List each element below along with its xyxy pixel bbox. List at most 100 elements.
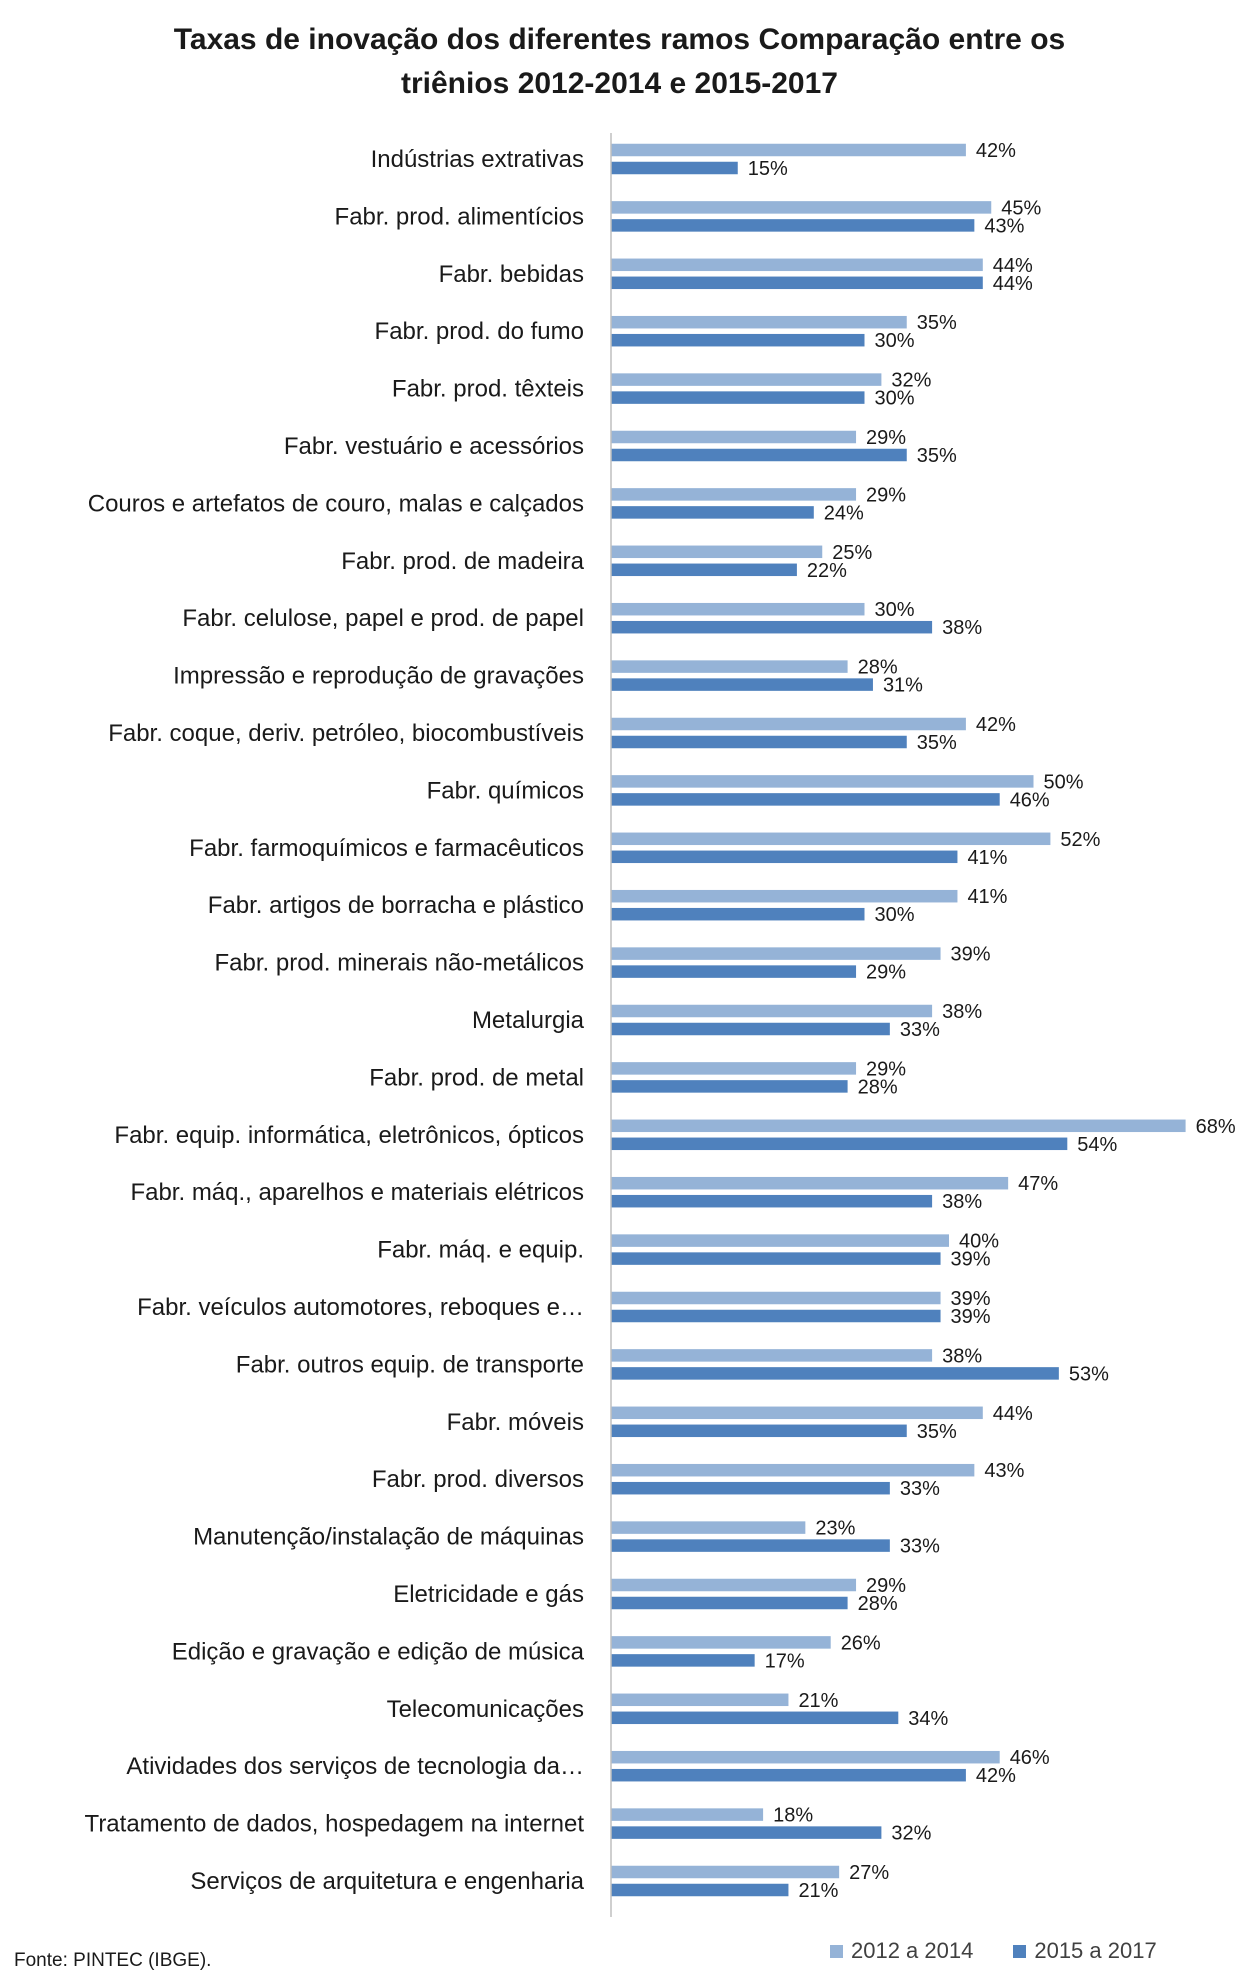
category-label: Edição e gravação e edição de música bbox=[172, 1638, 585, 1665]
data-label: 35% bbox=[917, 312, 957, 334]
legend-label-series-1: 2012 a 2014 bbox=[851, 1938, 974, 1963]
data-label: 33% bbox=[900, 1478, 940, 1500]
bar-2012-2014 bbox=[611, 1234, 949, 1247]
bar-2012-2014 bbox=[611, 775, 1034, 788]
category-label: Fabr. celulose, papel e prod. de papel bbox=[182, 605, 584, 632]
data-label: 38% bbox=[942, 1345, 982, 1367]
bar-2012-2014 bbox=[611, 832, 1051, 846]
data-label: 29% bbox=[866, 1575, 906, 1597]
data-label: 29% bbox=[866, 484, 906, 506]
bar-2015-2017 bbox=[611, 1883, 789, 1897]
bar-2012-2014 bbox=[611, 1750, 1000, 1764]
data-label: 23% bbox=[815, 1518, 855, 1540]
category-label: Impressão e reprodução de gravações bbox=[173, 663, 584, 690]
bar-2012-2014 bbox=[611, 947, 941, 960]
data-label: 29% bbox=[866, 427, 906, 449]
category-label: Eletricidade e gás bbox=[393, 1581, 584, 1608]
data-label: 28% bbox=[858, 1076, 898, 1098]
bar-2015-2017 bbox=[611, 793, 1000, 806]
legend-label-series-2: 2015 a 2017 bbox=[1034, 1938, 1157, 1963]
bar-2015-2017 bbox=[611, 563, 797, 577]
bar-2012-2014 bbox=[611, 1865, 840, 1879]
bar-2015-2017 bbox=[611, 1768, 966, 1782]
data-label: 50% bbox=[1044, 771, 1084, 793]
bar-2012-2014 bbox=[611, 373, 882, 386]
data-label: 35% bbox=[917, 1421, 957, 1443]
bar-2012-2014 bbox=[611, 143, 966, 157]
data-label: 41% bbox=[967, 886, 1007, 908]
bar-2015-2017 bbox=[611, 448, 907, 462]
bar-2012-2014 bbox=[611, 889, 958, 903]
bar-2012-2014 bbox=[611, 1578, 857, 1592]
data-label: 30% bbox=[875, 388, 915, 410]
bar-2012-2014 bbox=[611, 1693, 789, 1707]
legend-item-series-2: 2015 a 2017 bbox=[1013, 1938, 1157, 1964]
category-label: Atividades dos serviços de tecnologia da… bbox=[126, 1753, 584, 1780]
bar-2015-2017 bbox=[611, 1826, 882, 1839]
bar-2015-2017 bbox=[611, 1711, 899, 1725]
bar-2012-2014 bbox=[611, 1349, 933, 1362]
category-label: Fabr. máq. e equip. bbox=[377, 1237, 584, 1264]
category-label: Fabr. prod. de metal bbox=[369, 1064, 584, 1091]
category-label: Fabr. coque, deriv. petróleo, biocombust… bbox=[108, 720, 584, 747]
category-label: Fabr. equip. informática, eletrônicos, ó… bbox=[114, 1122, 584, 1149]
bar-2015-2017 bbox=[611, 161, 738, 175]
legend-swatch-series-2 bbox=[1013, 1944, 1027, 1958]
category-label: Couros e artefatos de couro, malas e cal… bbox=[88, 490, 584, 517]
bar-2015-2017 bbox=[611, 219, 975, 232]
category-label: Fabr. prod. do fumo bbox=[375, 318, 584, 345]
bar-2012-2014 bbox=[611, 315, 907, 329]
category-label: Fabr. prod. diversos bbox=[372, 1466, 584, 1493]
data-label: 42% bbox=[976, 714, 1016, 736]
data-label: 38% bbox=[942, 1191, 982, 1213]
data-label: 30% bbox=[875, 904, 915, 926]
bar-2012-2014 bbox=[611, 1176, 1009, 1190]
legend: 2012 a 2014 2015 a 2017 bbox=[830, 1938, 1157, 1964]
data-label: 39% bbox=[951, 1288, 991, 1310]
category-label: Manutenção/instalação de máquinas bbox=[193, 1524, 584, 1551]
bar-2012-2014 bbox=[611, 1119, 1186, 1133]
bar-2012-2014 bbox=[611, 1291, 941, 1305]
data-label: 29% bbox=[866, 1058, 906, 1080]
category-label: Fabr. artigos de borracha e plástico bbox=[208, 892, 584, 919]
data-label: 17% bbox=[765, 1650, 805, 1672]
bar-2015-2017 bbox=[611, 391, 865, 404]
bar-2012-2014 bbox=[611, 660, 848, 673]
bar-2015-2017 bbox=[611, 1654, 755, 1667]
category-label: Fabr. prod. têxteis bbox=[392, 376, 584, 403]
bar-2012-2014 bbox=[611, 717, 966, 731]
data-label: 43% bbox=[984, 1460, 1024, 1482]
data-label: 38% bbox=[942, 617, 982, 639]
data-label: 24% bbox=[824, 502, 864, 524]
category-label: Fabr. outros equip. de transporte bbox=[236, 1351, 584, 1378]
data-label: 42% bbox=[976, 1765, 1016, 1787]
data-label: 45% bbox=[1001, 197, 1041, 219]
bar-2012-2014 bbox=[611, 1004, 933, 1018]
legend-item-series-1: 2012 a 2014 bbox=[830, 1938, 973, 1964]
bars bbox=[611, 143, 1186, 1897]
bar-2012-2014 bbox=[611, 1808, 764, 1821]
data-label: 44% bbox=[993, 273, 1033, 295]
legend-swatch-series-1 bbox=[830, 1944, 843, 1958]
category-label: Fabr. vestuário e acessórios bbox=[284, 433, 584, 460]
data-label: 44% bbox=[993, 1403, 1033, 1425]
data-label: 29% bbox=[866, 962, 906, 984]
data-label: 38% bbox=[942, 1001, 982, 1023]
chart-title-line-1: Taxas de inovação dos diferentes ramos C… bbox=[173, 23, 1066, 56]
data-label: 25% bbox=[832, 542, 872, 564]
bar-2015-2017 bbox=[611, 907, 865, 921]
category-label: Fabr. móveis bbox=[447, 1409, 584, 1436]
bar-2012-2014 bbox=[611, 201, 992, 214]
data-label: 26% bbox=[841, 1632, 881, 1654]
category-label: Fabr. bebidas bbox=[439, 261, 584, 288]
data-label: 39% bbox=[951, 1249, 991, 1271]
data-label: 39% bbox=[951, 944, 991, 966]
category-label: Fabr. químicos bbox=[427, 777, 584, 804]
data-label: 68% bbox=[1196, 1116, 1236, 1138]
bar-2015-2017 bbox=[611, 1309, 941, 1323]
data-label: 39% bbox=[951, 1306, 991, 1328]
category-label: Fabr. prod. de madeira bbox=[341, 548, 584, 575]
data-label: 31% bbox=[883, 675, 923, 697]
bar-2015-2017 bbox=[611, 678, 873, 691]
bar-2015-2017 bbox=[611, 735, 907, 749]
